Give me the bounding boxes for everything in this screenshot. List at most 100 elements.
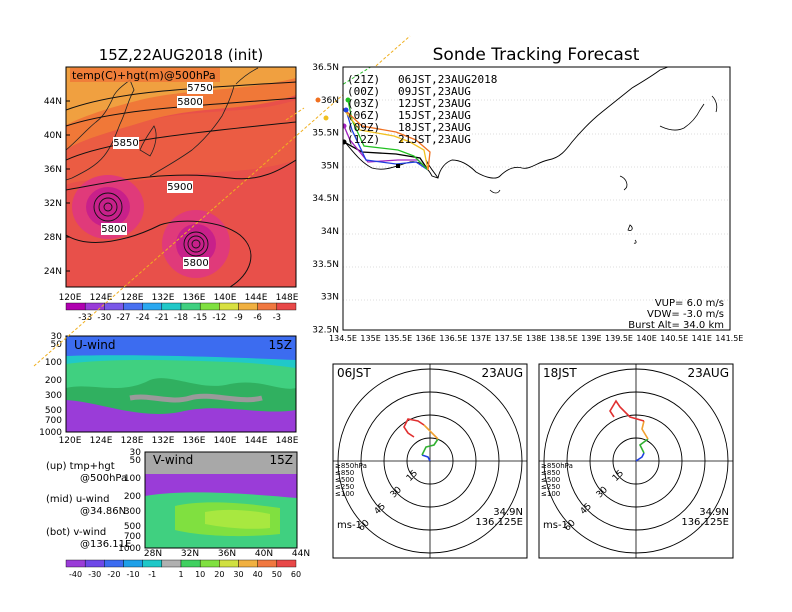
lon-tick-label: 128E (121, 293, 144, 303)
lon-tick-label: 136E (416, 334, 436, 343)
lon-tick-label: 128E (121, 436, 144, 446)
lon-tick-label: 132E (152, 436, 175, 446)
vwind-colorbar: -40 -30 -20 -10 -1 1 10 20 30 40 50 60 (65, 559, 301, 579)
colorbar-swatch (84, 302, 105, 311)
lat-tick-label: 36N (44, 165, 62, 175)
colorbar-label: -10 (127, 570, 140, 579)
colorbar-swatch (123, 559, 143, 568)
colorbar-swatch (65, 302, 86, 311)
lon-tick-label: 144E (245, 293, 268, 303)
colorbar-label: -1 (148, 570, 156, 579)
colorbar-label: -24 (136, 313, 150, 323)
lat-tick-label: 28N (144, 549, 162, 559)
level-label: ≤100 (541, 490, 560, 498)
hodo-date: 23AUG (481, 366, 523, 380)
note-line: @500hPa (80, 473, 127, 484)
launch-jst: 06JST,23AUG2018 (398, 73, 497, 86)
pressure-tick-label: 100 (45, 358, 62, 368)
tracking-lat-labels: 36.5N 36N 35.5N 35N 34.5N 34N 33.5N 33N 32.5N (312, 63, 339, 335)
pressure-tick-label: 200 (124, 492, 141, 502)
lat-tick-label: 34N (321, 227, 339, 237)
panel-notes: (up) tmp+hgt@500hPa (mid) u-wind@34.86N (b… (46, 461, 131, 550)
tracking-lon-labels: 134.5E 135E 135.5E 136E 136.5E 137E 137.5E 138E… (329, 334, 743, 343)
launch-jst: 21JST,23AUG (398, 133, 471, 146)
colorbar-label: 10 (195, 570, 205, 579)
launch-utc: (00Z) (347, 85, 380, 98)
colorbar-swatch (180, 559, 201, 568)
param-line: VDW= -3.0 m/s (647, 309, 724, 320)
pressure-tick-label: 30 (51, 332, 63, 342)
hodo-trace (641, 420, 649, 440)
lon-tick-label: 140E (214, 293, 237, 303)
note-line: (up) tmp+hgt (46, 461, 115, 472)
param-line: Burst Alt= 34.0 km (628, 320, 724, 331)
lat-tick-label: 32N (44, 199, 62, 209)
lon-tick-label: 144E (245, 436, 268, 446)
contour-label-bg (187, 82, 213, 94)
lon-tick-label: 124E (90, 436, 113, 446)
contour-label: 5900 (167, 182, 192, 193)
uwind-time: 15Z (269, 338, 293, 352)
pressure-tick-label: 50 (51, 340, 63, 350)
contour-labels: 5750 5800 5850 5900 5800 5800 (101, 82, 213, 269)
lat-tick-label: 33N (321, 293, 339, 303)
colorbar-swatch (104, 559, 124, 568)
lon-tick-label: 139.5E (605, 334, 633, 343)
map-lon-labels: 120E 124E 128E 132E 136E 140E 144E 148E (59, 293, 299, 303)
contour-label-bg (183, 257, 209, 269)
hodo-trace (403, 418, 425, 438)
contour-label: 5800 (183, 258, 208, 269)
launch-utc: (06Z) (347, 109, 380, 122)
contour-label-bg (167, 181, 193, 193)
colorbar-swatch (238, 302, 258, 311)
note-line: @136.11E (80, 539, 131, 550)
contour-label: 5750 (187, 83, 212, 94)
launch-jst: 12JST,23AUG (398, 97, 471, 110)
colorbar-label: 50 (272, 570, 282, 579)
map-title: 15Z,22AUG2018 (init) (99, 46, 263, 64)
colorbar-swatch (161, 302, 182, 311)
colorbar-swatch (276, 559, 297, 568)
level-label: ≤500 (335, 476, 354, 484)
contour-label: 5800 (101, 224, 126, 235)
colorbar-swatch (161, 559, 182, 568)
map-lat-labels: 44N 40N 36N 32N 28N 24N (44, 97, 70, 277)
level-label: ≤250 (335, 483, 354, 491)
lat-tick-label: 34.5N (312, 194, 339, 204)
colorbar-swatch (219, 559, 239, 568)
colorbar-label: -21 (155, 313, 169, 323)
map-colorbar: -33 -30 -27 -24 -21 -18 -15 -12 -9 -6 -3 (65, 302, 297, 323)
level-label: ≤250 (541, 483, 560, 491)
launch-utc: (21Z) (347, 73, 380, 86)
contour-label-bg (101, 223, 127, 235)
lon-tick-label: 137E (471, 334, 491, 343)
lat-tick-label: 36.5N (312, 63, 339, 73)
contour-label: 5800 (177, 97, 202, 108)
colorbar-label: -30 (88, 570, 101, 579)
lon-tick-label: 140.5E (660, 334, 688, 343)
hodo-lat: 34.9N (493, 507, 523, 518)
level-label: ≤850 (335, 469, 354, 477)
colorbar-label: 20 (214, 570, 224, 579)
colorbar-label: 1 (178, 570, 183, 579)
launch-utc: (09Z) (347, 121, 380, 134)
vwind-label: V-wind (153, 453, 193, 467)
colorbar-label: 30 (233, 570, 243, 579)
colorbar-swatch (142, 559, 163, 568)
lon-tick-label: 135E (360, 334, 380, 343)
launch-jst: 15JST,23AUG (398, 109, 471, 122)
colorbar-label: -12 (212, 313, 226, 323)
launch-utc: (03Z) (347, 97, 380, 110)
vwind-lat-labels: 28N 32N 36N 40N 44N (144, 549, 310, 559)
lat-tick-label: 36N (218, 549, 236, 559)
colorbar-label: -6 (253, 313, 261, 323)
lat-tick-label: 40N (255, 549, 273, 559)
colorbar-label: 60 (291, 570, 301, 579)
colorbar-swatch (65, 559, 86, 568)
colorbar-label: -18 (174, 313, 188, 323)
note-line: @34.86N (80, 506, 126, 517)
